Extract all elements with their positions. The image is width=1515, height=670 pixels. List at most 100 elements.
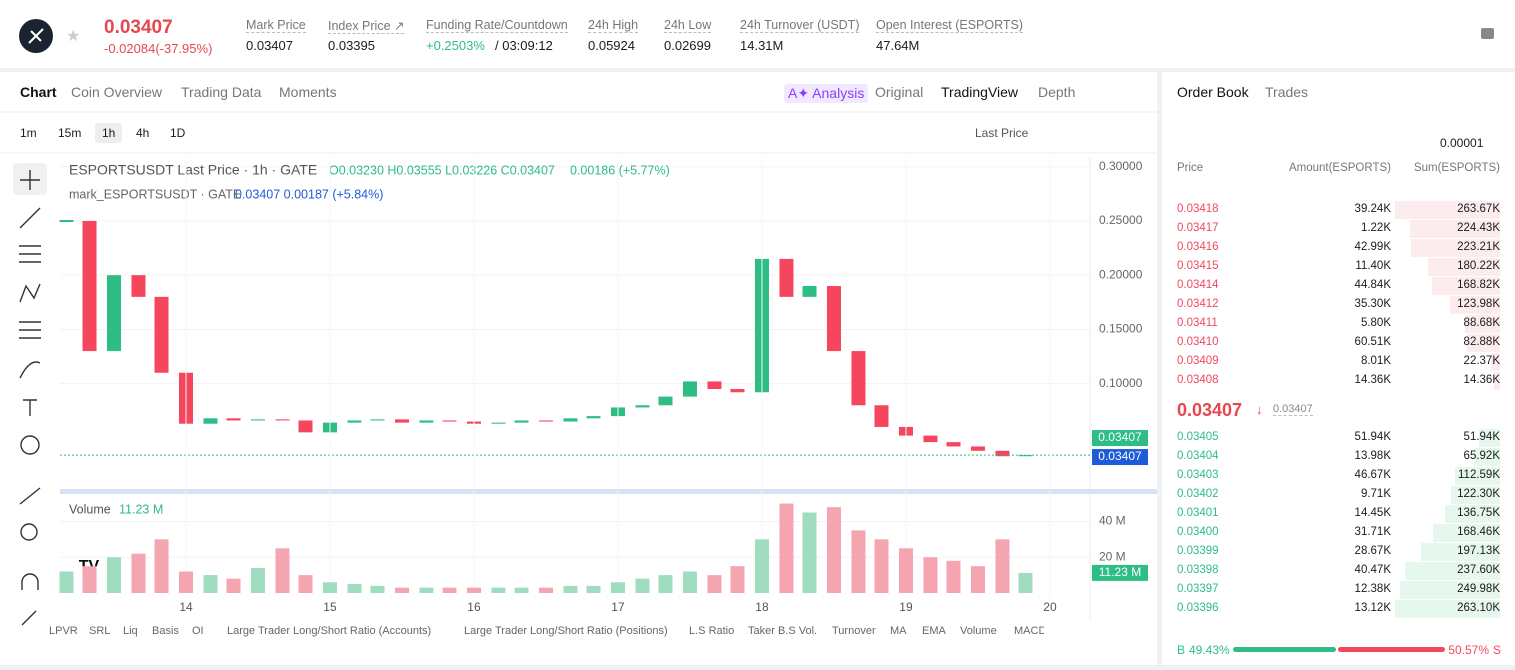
indicator[interactable]: MACD: [1014, 625, 1044, 637]
indicator[interactable]: MA: [890, 625, 907, 637]
ob-price: 0.03396: [1177, 602, 1219, 614]
volume-bar: [826, 507, 841, 593]
candle: [514, 420, 529, 423]
volume-bar: [802, 512, 817, 593]
indicator[interactable]: Large Trader Long/Short Ratio (Positions…: [464, 625, 668, 637]
indicator[interactable]: SRL: [89, 625, 111, 637]
chart-tab[interactable]: Moments: [279, 84, 337, 100]
y-tick-label: 20 M: [1099, 549, 1126, 563]
interval[interactable]: 15m: [58, 126, 82, 140]
view-tab[interactable]: Original: [875, 84, 924, 100]
indicator[interactable]: Volume: [960, 625, 997, 637]
ob-sum: 22.37K: [1463, 355, 1500, 367]
ob-sum: 237.60K: [1457, 564, 1500, 576]
ob-amount: 13.12K: [1354, 602, 1391, 614]
indicator[interactable]: LPVR: [49, 625, 78, 637]
indicator[interactable]: Basis: [152, 625, 179, 637]
ob-tab[interactable]: Order Book: [1177, 84, 1249, 100]
view-tab[interactable]: A✦ Analysis: [784, 84, 869, 103]
interval[interactable]: 1D: [170, 126, 186, 140]
volume-bar: [491, 587, 506, 593]
ob-amount: 40.47K: [1354, 564, 1391, 576]
settings-icon[interactable]: [1481, 28, 1494, 39]
chart-tab[interactable]: Trading Data: [181, 84, 262, 100]
ob-price: 0.03402: [1177, 488, 1219, 500]
chart-tab[interactable]: Chart: [20, 84, 57, 100]
candle: [802, 286, 817, 297]
volume-bar: [275, 548, 290, 593]
tv-logo-bg: [73, 552, 105, 580]
depth-bar: [1394, 201, 1500, 219]
col: Amount(ESPORTS): [1288, 162, 1391, 174]
stat-label: Funding Rate/Countdown: [426, 18, 568, 33]
candle: [442, 420, 457, 422]
stat-value: 0.02699: [664, 38, 711, 53]
interval[interactable]: 4h: [136, 126, 150, 140]
ob-price: 0.03403: [1177, 469, 1219, 481]
ob-price: 0.03418: [1177, 203, 1219, 215]
ob-amount: 35.30K: [1354, 298, 1391, 310]
candle: [946, 442, 961, 447]
y-tick-label: 0.10000: [1099, 376, 1143, 390]
ob-price: 0.03416: [1177, 241, 1219, 253]
candle: [923, 435, 938, 443]
depth-bar: [1479, 429, 1500, 447]
interval[interactable]: 1h: [95, 123, 123, 143]
indicator[interactable]: EMA: [922, 625, 946, 637]
precision[interactable]: 0.00001: [1440, 136, 1484, 150]
favorite-star[interactable]: ★: [66, 28, 81, 45]
depth-bar: [1494, 372, 1500, 390]
candle: [586, 416, 601, 419]
x-tick-label: 16: [467, 600, 481, 614]
indicator[interactable]: L.S Ratio: [689, 625, 735, 637]
view-tab[interactable]: Depth: [1038, 84, 1076, 100]
ob-sum: 197.13K: [1457, 545, 1500, 557]
volume-bar: [538, 587, 553, 593]
candle: [970, 446, 985, 451]
legend-ohlc: O0.03230 H0.03555 L0.03226 C0.03407: [329, 163, 555, 177]
ob-sum: 14.36K: [1463, 374, 1500, 386]
ob-sum: 122.30K: [1457, 488, 1500, 500]
ob-sum: 168.46K: [1457, 526, 1500, 538]
ob-price: 0.03414: [1177, 279, 1219, 291]
stat-value: +0.2503%: [426, 38, 485, 53]
last-price: 0.03407: [104, 17, 173, 38]
volume-bar: [851, 530, 866, 593]
ob-tab[interactable]: Trades: [1265, 84, 1309, 100]
depth-bar: [1410, 239, 1500, 257]
interval[interactable]: 1m: [20, 126, 37, 140]
ob-amount: 28.67K: [1354, 545, 1391, 557]
ob-sum: 112.59K: [1458, 469, 1500, 481]
depth-bar: [1491, 353, 1500, 371]
ob-price: 0.03417: [1177, 222, 1219, 234]
volume-bar: [946, 560, 961, 593]
price-source[interactable]: Last Price: [975, 126, 1029, 140]
candle: [563, 418, 578, 422]
indicator[interactable]: Taker B.S Vol.: [748, 625, 818, 637]
candle: [1018, 455, 1033, 457]
ob-sum: 82.88K: [1463, 336, 1500, 348]
candle: [730, 389, 745, 393]
ob-price: 0.03410: [1177, 336, 1219, 348]
ob-price: 0.03409: [1177, 355, 1219, 367]
ob-sum: 168.82K: [1457, 279, 1500, 291]
ob-price: 0.03400: [1177, 526, 1219, 538]
view-tab[interactable]: TradingView: [941, 84, 1019, 100]
ob-arrow: ↓: [1256, 402, 1263, 417]
candle: [154, 296, 169, 373]
ob-sum: 263.10K: [1457, 602, 1500, 614]
indicator[interactable]: Liq: [123, 625, 138, 637]
sell-bar: [1337, 647, 1445, 652]
price-tag: [1092, 430, 1148, 447]
indicator[interactable]: OI: [192, 625, 204, 637]
y-tick-label: 0.15000: [1099, 322, 1143, 336]
chart-tab[interactable]: Coin Overview: [71, 84, 163, 100]
volume-bar: [730, 566, 745, 593]
ob-sum: 249.98K: [1457, 583, 1500, 595]
indicator[interactable]: Turnover: [832, 625, 876, 637]
indicator[interactable]: Large Trader Long/Short Ratio (Accounts): [227, 625, 432, 637]
y-tick-label: 0.30000: [1099, 159, 1143, 173]
y-tick-label: 0.20000: [1099, 267, 1143, 281]
price-tag-label: 0.03407: [1098, 449, 1142, 463]
